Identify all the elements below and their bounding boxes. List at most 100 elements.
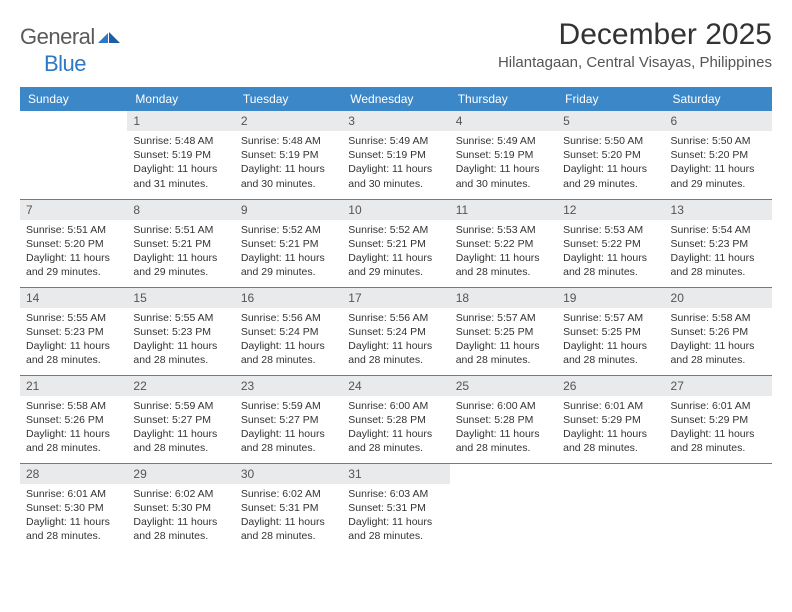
day-details: Sunrise: 6:03 AMSunset: 5:31 PMDaylight:…: [342, 484, 449, 548]
day-details: Sunrise: 6:01 AMSunset: 5:29 PMDaylight:…: [665, 396, 772, 460]
day-number: 17: [342, 288, 449, 308]
month-title: December 2025: [498, 18, 772, 52]
calendar-day-cell: 11Sunrise: 5:53 AMSunset: 5:22 PMDayligh…: [450, 199, 557, 287]
sunrise-text: Sunrise: 5:49 AM: [348, 134, 443, 148]
daylight-text: Daylight: 11 hours and 28 minutes.: [133, 427, 228, 455]
calendar-table: Sunday Monday Tuesday Wednesday Thursday…: [20, 87, 772, 551]
sunrise-text: Sunrise: 5:49 AM: [456, 134, 551, 148]
daylight-text: Daylight: 11 hours and 28 minutes.: [456, 251, 551, 279]
day-number: 1: [127, 111, 234, 131]
sunset-text: Sunset: 5:19 PM: [348, 148, 443, 162]
calendar-day-cell: 18Sunrise: 5:57 AMSunset: 5:25 PMDayligh…: [450, 287, 557, 375]
sunset-text: Sunset: 5:21 PM: [241, 237, 336, 251]
calendar-day-cell: 24Sunrise: 6:00 AMSunset: 5:28 PMDayligh…: [342, 375, 449, 463]
daylight-text: Daylight: 11 hours and 28 minutes.: [563, 339, 658, 367]
day-details: Sunrise: 5:52 AMSunset: 5:21 PMDaylight:…: [235, 220, 342, 284]
day-number: 15: [127, 288, 234, 308]
sunset-text: Sunset: 5:20 PM: [26, 237, 121, 251]
daylight-text: Daylight: 11 hours and 28 minutes.: [563, 251, 658, 279]
calendar-day-cell: 26Sunrise: 6:01 AMSunset: 5:29 PMDayligh…: [557, 375, 664, 463]
daylight-text: Daylight: 11 hours and 28 minutes.: [133, 515, 228, 543]
day-details: Sunrise: 5:49 AMSunset: 5:19 PMDaylight:…: [450, 131, 557, 195]
calendar-day-cell: 22Sunrise: 5:59 AMSunset: 5:27 PMDayligh…: [127, 375, 234, 463]
sunset-text: Sunset: 5:20 PM: [563, 148, 658, 162]
sunrise-text: Sunrise: 5:48 AM: [133, 134, 228, 148]
sunset-text: Sunset: 5:21 PM: [133, 237, 228, 251]
calendar-day-cell: 21Sunrise: 5:58 AMSunset: 5:26 PMDayligh…: [20, 375, 127, 463]
calendar-day-cell: 1Sunrise: 5:48 AMSunset: 5:19 PMDaylight…: [127, 111, 234, 199]
sunrise-text: Sunrise: 5:56 AM: [348, 311, 443, 325]
sunset-text: Sunset: 5:28 PM: [456, 413, 551, 427]
day-number: 12: [557, 200, 664, 220]
calendar-head: Sunday Monday Tuesday Wednesday Thursday…: [20, 87, 772, 111]
day-details: Sunrise: 5:49 AMSunset: 5:19 PMDaylight:…: [342, 131, 449, 195]
sunset-text: Sunset: 5:19 PM: [241, 148, 336, 162]
sunrise-text: Sunrise: 6:02 AM: [133, 487, 228, 501]
day-number: 2: [235, 111, 342, 131]
sunset-text: Sunset: 5:24 PM: [241, 325, 336, 339]
day-details: Sunrise: 5:58 AMSunset: 5:26 PMDaylight:…: [20, 396, 127, 460]
day-number: 9: [235, 200, 342, 220]
sunset-text: Sunset: 5:20 PM: [671, 148, 766, 162]
daylight-text: Daylight: 11 hours and 28 minutes.: [241, 427, 336, 455]
daylight-text: Daylight: 11 hours and 29 minutes.: [133, 251, 228, 279]
calendar-day-cell: 10Sunrise: 5:52 AMSunset: 5:21 PMDayligh…: [342, 199, 449, 287]
day-details: Sunrise: 5:58 AMSunset: 5:26 PMDaylight:…: [665, 308, 772, 372]
day-details: Sunrise: 6:02 AMSunset: 5:30 PMDaylight:…: [127, 484, 234, 548]
sunrise-text: Sunrise: 5:52 AM: [348, 223, 443, 237]
calendar-week-row: 21Sunrise: 5:58 AMSunset: 5:26 PMDayligh…: [20, 375, 772, 463]
day-number: 13: [665, 200, 772, 220]
sunset-text: Sunset: 5:29 PM: [671, 413, 766, 427]
calendar-day-cell: 9Sunrise: 5:52 AMSunset: 5:21 PMDaylight…: [235, 199, 342, 287]
daylight-text: Daylight: 11 hours and 28 minutes.: [241, 339, 336, 367]
day-number: 14: [20, 288, 127, 308]
daylight-text: Daylight: 11 hours and 28 minutes.: [26, 427, 121, 455]
daylight-text: Daylight: 11 hours and 28 minutes.: [241, 515, 336, 543]
calendar-day-cell: 6Sunrise: 5:50 AMSunset: 5:20 PMDaylight…: [665, 111, 772, 199]
day-details: Sunrise: 5:57 AMSunset: 5:25 PMDaylight:…: [557, 308, 664, 372]
day-number: 30: [235, 464, 342, 484]
sunset-text: Sunset: 5:22 PM: [456, 237, 551, 251]
daylight-text: Daylight: 11 hours and 29 minutes.: [671, 162, 766, 190]
calendar-day-cell: 19Sunrise: 5:57 AMSunset: 5:25 PMDayligh…: [557, 287, 664, 375]
calendar-day-cell: [20, 111, 127, 199]
sunset-text: Sunset: 5:30 PM: [26, 501, 121, 515]
daylight-text: Daylight: 11 hours and 28 minutes.: [456, 427, 551, 455]
sunset-text: Sunset: 5:27 PM: [133, 413, 228, 427]
daylight-text: Daylight: 11 hours and 28 minutes.: [671, 427, 766, 455]
weekday-header: Wednesday: [342, 87, 449, 111]
sunset-text: Sunset: 5:25 PM: [456, 325, 551, 339]
daylight-text: Daylight: 11 hours and 28 minutes.: [26, 515, 121, 543]
day-details: Sunrise: 6:02 AMSunset: 5:31 PMDaylight:…: [235, 484, 342, 548]
daylight-text: Daylight: 11 hours and 28 minutes.: [671, 339, 766, 367]
calendar-day-cell: 5Sunrise: 5:50 AMSunset: 5:20 PMDaylight…: [557, 111, 664, 199]
sunrise-text: Sunrise: 5:53 AM: [456, 223, 551, 237]
weekday-header: Sunday: [20, 87, 127, 111]
sunset-text: Sunset: 5:26 PM: [671, 325, 766, 339]
sunset-text: Sunset: 5:25 PM: [563, 325, 658, 339]
day-details: Sunrise: 5:52 AMSunset: 5:21 PMDaylight:…: [342, 220, 449, 284]
daylight-text: Daylight: 11 hours and 30 minutes.: [348, 162, 443, 190]
sunrise-text: Sunrise: 5:51 AM: [133, 223, 228, 237]
sunrise-text: Sunrise: 5:52 AM: [241, 223, 336, 237]
daylight-text: Daylight: 11 hours and 30 minutes.: [241, 162, 336, 190]
weekday-header: Tuesday: [235, 87, 342, 111]
calendar-day-cell: 23Sunrise: 5:59 AMSunset: 5:27 PMDayligh…: [235, 375, 342, 463]
day-details: Sunrise: 5:59 AMSunset: 5:27 PMDaylight:…: [127, 396, 234, 460]
day-details: Sunrise: 5:54 AMSunset: 5:23 PMDaylight:…: [665, 220, 772, 284]
day-number: 5: [557, 111, 664, 131]
calendar-body: 1Sunrise: 5:48 AMSunset: 5:19 PMDaylight…: [20, 111, 772, 551]
sunset-text: Sunset: 5:23 PM: [671, 237, 766, 251]
sunset-text: Sunset: 5:22 PM: [563, 237, 658, 251]
sunrise-text: Sunrise: 5:50 AM: [671, 134, 766, 148]
day-number: 20: [665, 288, 772, 308]
daylight-text: Daylight: 11 hours and 28 minutes.: [348, 427, 443, 455]
day-details: Sunrise: 5:57 AMSunset: 5:25 PMDaylight:…: [450, 308, 557, 372]
daylight-text: Daylight: 11 hours and 31 minutes.: [133, 162, 228, 190]
day-number: 19: [557, 288, 664, 308]
calendar-day-cell: 13Sunrise: 5:54 AMSunset: 5:23 PMDayligh…: [665, 199, 772, 287]
sunrise-text: Sunrise: 5:55 AM: [26, 311, 121, 325]
daylight-text: Daylight: 11 hours and 28 minutes.: [671, 251, 766, 279]
day-number: 18: [450, 288, 557, 308]
day-number: 21: [20, 376, 127, 396]
